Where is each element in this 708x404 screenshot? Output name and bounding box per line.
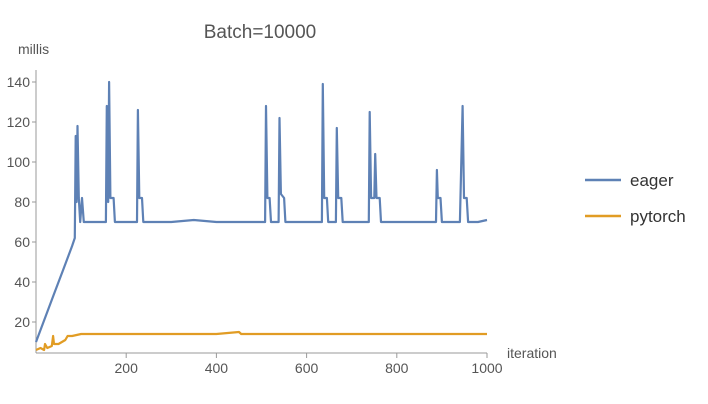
y-tick-label: 60 — [14, 234, 30, 250]
x-axis-label: iteration — [507, 345, 557, 361]
x-ticks: 200 400 600 800 1000 — [115, 353, 503, 376]
legend: eager pytorch — [585, 171, 686, 226]
y-axis-label: millis — [18, 41, 49, 57]
y-tick-label: 120 — [7, 114, 31, 130]
y-tick-label: 40 — [14, 274, 30, 290]
legend-label-eager: eager — [630, 171, 674, 190]
legend-label-pytorch: pytorch — [630, 207, 686, 226]
y-ticks: 20 40 60 80 100 120 140 — [7, 74, 36, 330]
y-tick-label: 20 — [14, 314, 30, 330]
series-line-eager — [34, 80, 488, 343]
x-tick-label: 200 — [115, 360, 139, 376]
series-layer — [34, 80, 488, 352]
x-tick-label: 800 — [385, 360, 409, 376]
x-tick-label: 1000 — [471, 360, 502, 376]
chart-title: Batch=10000 — [204, 22, 317, 43]
y-tick-label: 140 — [7, 74, 31, 90]
x-tick-label: 600 — [295, 360, 319, 376]
y-tick-label: 80 — [14, 194, 30, 210]
series-line-pytorch — [35, 330, 487, 352]
y-tick-label: 100 — [7, 154, 31, 170]
x-tick-label: 400 — [205, 360, 229, 376]
